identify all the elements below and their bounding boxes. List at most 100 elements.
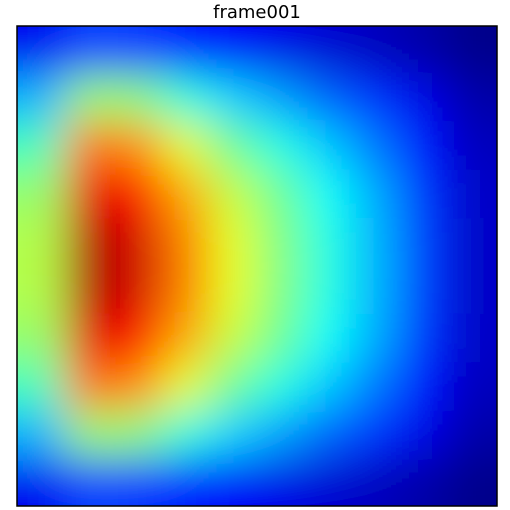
heatmap-cell (401, 218, 450, 267)
heatmap-cell (257, 218, 306, 267)
heatmap-cell (113, 170, 162, 219)
heatmap-cell (113, 266, 162, 315)
heatmap-cell (257, 458, 306, 506)
heatmap-cell (113, 218, 162, 267)
heatmap-cell (353, 266, 402, 315)
heatmap-cell (449, 74, 497, 123)
heatmap-cell (161, 266, 210, 315)
heatmap-cell (113, 410, 162, 459)
heatmap-cell (65, 362, 114, 411)
heatmap-cell (65, 74, 114, 123)
heatmap-cell (305, 266, 354, 315)
heatmap-cell (209, 218, 258, 267)
heatmap-cell (305, 458, 354, 506)
heatmap-cell (353, 458, 402, 506)
heatmap-cell (257, 314, 306, 363)
heatmap-cell (209, 74, 258, 123)
heatmap-cell (65, 314, 114, 363)
heatmap-cell (17, 266, 66, 315)
heatmap-cell (257, 266, 306, 315)
heatmap-cell (209, 170, 258, 219)
heatmap-cell (113, 458, 162, 506)
heatmap-cell (449, 458, 497, 506)
heatmap-cell (401, 266, 450, 315)
heatmap-cell (305, 74, 354, 123)
heatmap-cell (113, 122, 162, 171)
heatmap-cell (257, 26, 306, 75)
heatmap-cell (209, 26, 258, 75)
heatmap-cell (161, 26, 210, 75)
heatmap-cell (17, 218, 66, 267)
heatmap-cell (257, 122, 306, 171)
heatmap-cell (353, 74, 402, 123)
heatmap-cell (17, 458, 66, 506)
heatmap-cell (401, 314, 450, 363)
heatmap-cell (161, 170, 210, 219)
heatmap-cell (401, 26, 450, 75)
heatmap-cell (161, 458, 210, 506)
heatmap-cell (65, 26, 114, 75)
heatmap-cell (449, 362, 497, 411)
heatmap-cell (305, 26, 354, 75)
chart-title: frame001 (213, 2, 301, 23)
heatmap-cell (449, 122, 497, 171)
heatmap-cell (209, 362, 258, 411)
heatmap-cell (209, 122, 258, 171)
heatmap-cell (161, 314, 210, 363)
heatmap-cell (305, 218, 354, 267)
heatmap-cell (209, 266, 258, 315)
heatmap-cell (449, 218, 497, 267)
heatmap-cell (113, 74, 162, 123)
heatmap-cell (17, 410, 66, 459)
heatmap-cell (65, 458, 114, 506)
heatmap-cell (17, 170, 66, 219)
heatmap-cell (401, 170, 450, 219)
heatmap-cell (113, 314, 162, 363)
heatmap-cell (401, 458, 450, 506)
heatmap-cell (353, 122, 402, 171)
heatmap-cell (161, 218, 210, 267)
heatmap-cell (353, 170, 402, 219)
heatmap-cell (65, 266, 114, 315)
heatmap-cell (17, 362, 66, 411)
heatmap-cell (17, 26, 66, 75)
heatmap-cell (257, 74, 306, 123)
heatmap-cell (401, 410, 450, 459)
heatmap-cell (65, 122, 114, 171)
heatmap-cell (353, 26, 402, 75)
heatmap-cell (305, 122, 354, 171)
heatmap-cell (305, 362, 354, 411)
heatmap-cell (353, 410, 402, 459)
heatmap-cell (113, 26, 162, 75)
heatmap-cell (257, 170, 306, 219)
heatmap-cell (305, 314, 354, 363)
plot-frame (16, 25, 498, 507)
heatmap-cell (65, 170, 114, 219)
heatmap-cell (305, 170, 354, 219)
heatmap-cell (17, 122, 66, 171)
heatmap-cell (161, 410, 210, 459)
heatmap-cell (449, 410, 497, 459)
heatmap-cell (305, 410, 354, 459)
heatmap-cell (161, 122, 210, 171)
heatmap-cell (449, 266, 497, 315)
heatmap-cell (65, 218, 114, 267)
heatmap-cell (449, 314, 497, 363)
heatmap-cell (353, 314, 402, 363)
heatmap-cell (449, 170, 497, 219)
heatmap-cell (209, 458, 258, 506)
heatmap-cell (17, 74, 66, 123)
heatmap-cell (113, 362, 162, 411)
heatmap-cell (161, 362, 210, 411)
heatmap-cell (161, 74, 210, 123)
heatmap-cell (209, 314, 258, 363)
heatmap-cell (353, 218, 402, 267)
heatmap-cell (257, 362, 306, 411)
heatmap-cell (449, 26, 497, 75)
heatmap-cell (401, 122, 450, 171)
heatmap-cell (353, 362, 402, 411)
